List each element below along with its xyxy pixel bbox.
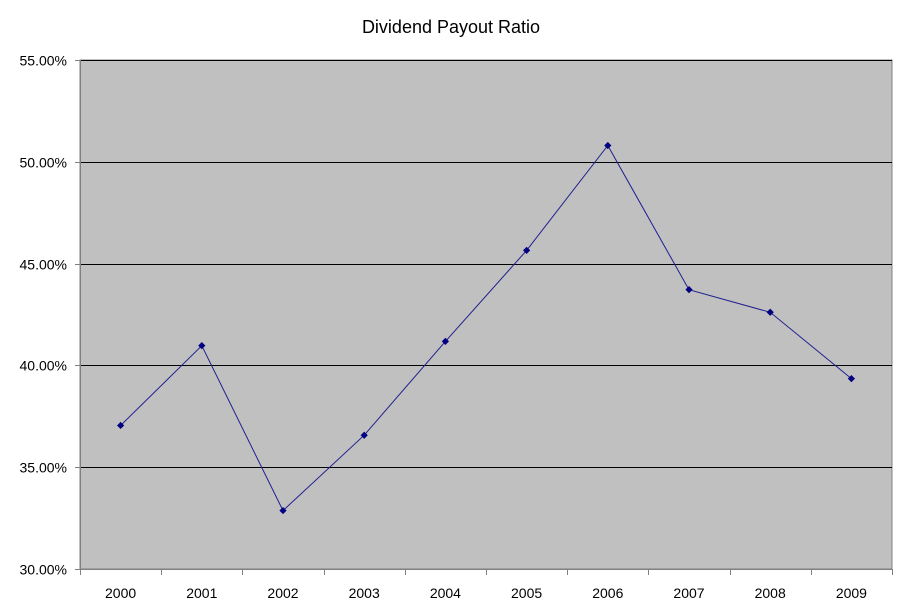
series-line bbox=[120, 144, 852, 512]
data-point-2007 bbox=[685, 286, 693, 294]
x-tick-label: 2006 bbox=[592, 585, 623, 601]
plot-area bbox=[79, 59, 893, 570]
x-axis-tick-labels: 2000 2001 2002 2003 2004 2005 2006 2007 2008 2009 bbox=[80, 569, 893, 601]
data-point-2006 bbox=[604, 141, 612, 150]
data-point-2004 bbox=[441, 337, 449, 345]
chart-title: Dividend Payout Ratio bbox=[362, 17, 540, 37]
x-tick-label: 2005 bbox=[511, 585, 542, 601]
x-tick-label: 2000 bbox=[105, 585, 136, 601]
x-tick-label: 2004 bbox=[430, 585, 461, 601]
y-tick-label: 30.00% bbox=[20, 562, 67, 578]
x-tick-label: 2008 bbox=[755, 585, 786, 601]
data-series bbox=[117, 141, 855, 515]
y-tick-label: 35.00% bbox=[20, 460, 67, 476]
data-point-2001 bbox=[198, 342, 206, 350]
data-point-2003 bbox=[360, 431, 368, 439]
data-point-2009 bbox=[847, 375, 855, 383]
data-point-2008 bbox=[766, 308, 774, 316]
y-tick-label: 50.00% bbox=[20, 155, 67, 171]
data-point-2002 bbox=[279, 506, 287, 515]
data-point-2005 bbox=[523, 246, 531, 254]
data-point-2000 bbox=[117, 421, 125, 430]
y-axis-tick-labels: 30.00% 35.00% 40.00% 45.00% 50.00% 55.00% bbox=[20, 53, 80, 578]
gridlines bbox=[80, 60, 892, 468]
x-tick-label: 2002 bbox=[267, 585, 298, 601]
x-tick-label: 2003 bbox=[349, 585, 380, 601]
x-tick-label: 2009 bbox=[836, 585, 867, 601]
x-tick-label: 2007 bbox=[673, 585, 704, 601]
y-tick-label: 45.00% bbox=[20, 257, 67, 273]
y-tick-label: 55.00% bbox=[20, 53, 67, 69]
x-tick-label: 2001 bbox=[186, 585, 217, 601]
y-tick-label: 40.00% bbox=[20, 358, 67, 374]
